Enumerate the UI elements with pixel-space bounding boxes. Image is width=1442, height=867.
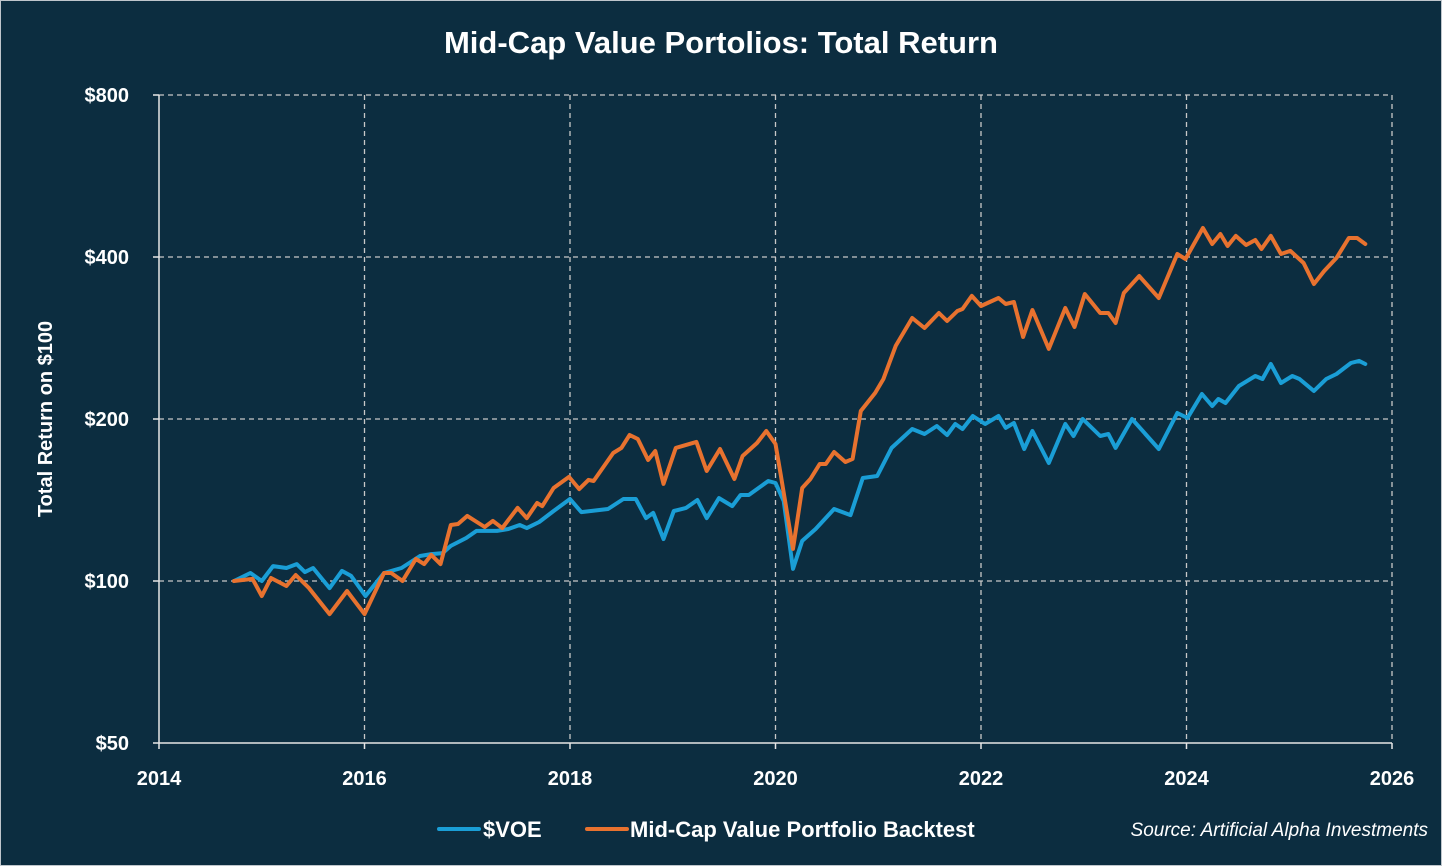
gridlines	[159, 94, 1393, 743]
axes	[153, 94, 1393, 749]
source-note: Source: Artificial Alpha Investments	[1131, 820, 1429, 841]
x-tick-label: 2016	[342, 768, 387, 790]
x-tick-label: 2024	[1164, 768, 1209, 790]
y-axis-label: Total Return on $100	[35, 321, 57, 517]
x-tick-label: 2026	[1370, 768, 1415, 790]
chart-title: Mid-Cap Value Portolios: Total Return	[444, 25, 998, 60]
series-lines	[232, 226, 1368, 617]
series-line-voe	[232, 358, 1368, 598]
legend: $VOE Mid-Cap Value Portfolio Backtest	[437, 817, 975, 842]
x-tick-label: 2020	[753, 768, 798, 790]
y-tick-label: $50	[96, 733, 129, 755]
x-tick-label: 2014	[137, 768, 182, 790]
tick-labels: $50 $100 $200 $400 $800 2014 2016 2018 2020 2022 2…	[85, 85, 1415, 790]
y-tick-label: $200	[85, 409, 130, 431]
y-tick-label: $800	[85, 85, 130, 107]
x-tick-label: 2018	[548, 768, 593, 790]
legend-label-backtest: Mid-Cap Value Portfolio Backtest	[630, 817, 975, 842]
x-tick-label: 2022	[959, 768, 1004, 790]
y-tick-label: $100	[85, 571, 130, 593]
y-tick-label: $400	[85, 247, 130, 269]
series-line-backtest	[232, 226, 1368, 617]
legend-label-voe: $VOE	[483, 817, 542, 842]
